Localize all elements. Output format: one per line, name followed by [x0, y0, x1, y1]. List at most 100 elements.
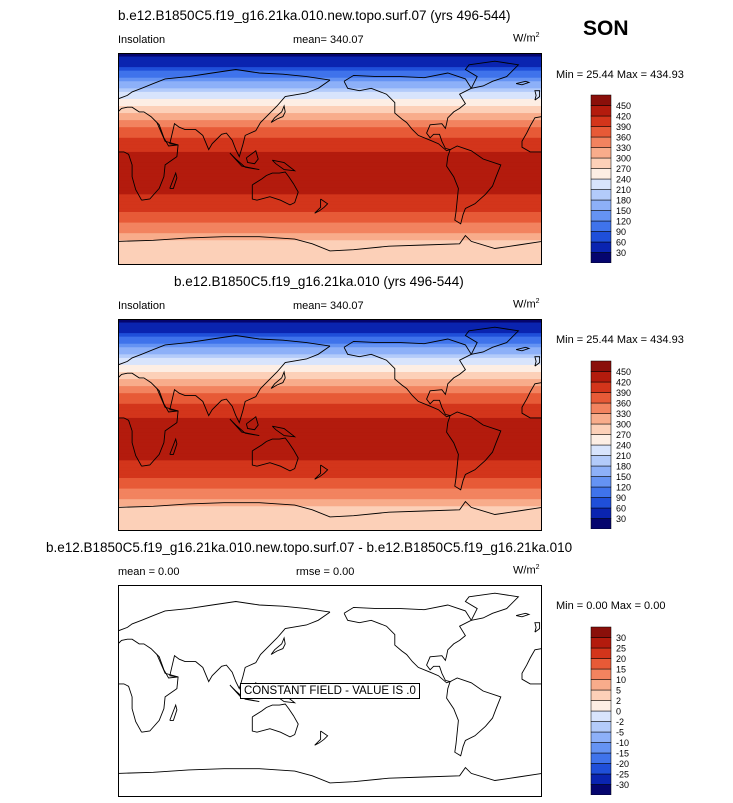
coastline: [141, 122, 179, 201]
insolation-band: [118, 212, 542, 217]
insolation-band: [118, 442, 542, 447]
colorbar-box: [590, 784, 612, 795]
insolation-band: [118, 109, 542, 114]
insolation-band: [118, 98, 542, 104]
insolation-band: [118, 478, 542, 483]
insolation-band: [118, 194, 542, 199]
colorbar-box: [590, 679, 612, 691]
coastline: [515, 612, 531, 618]
insolation-band: [118, 463, 542, 468]
coastline: [270, 370, 286, 389]
coastline: [251, 171, 299, 206]
insolation-band: [118, 492, 542, 497]
colorbar-tick-label: 270: [616, 164, 631, 174]
colorbar-box: [590, 658, 612, 670]
insolation-band: [118, 470, 542, 476]
colorbar-box: [590, 392, 612, 404]
coastline: [141, 388, 179, 467]
panel-2-left-label: Insolation: [118, 300, 166, 312]
colorbar-tick-label: 300: [616, 154, 631, 164]
insolation-band: [118, 421, 542, 426]
insolation-band: [118, 467, 542, 472]
insolation-band: [118, 243, 542, 248]
insolation-band: [118, 257, 542, 263]
insolation-band: [118, 247, 542, 252]
colorbar-box: [590, 252, 612, 263]
colorbar-box: [590, 507, 612, 519]
colorbar-box: [590, 444, 612, 456]
insolation-band: [118, 229, 542, 234]
colorbar-box: [590, 773, 612, 785]
coastline: [464, 592, 520, 621]
insolation-band: [118, 67, 542, 72]
insolation-band: [118, 222, 542, 227]
colorbar-box: [590, 178, 612, 190]
coastline: [464, 60, 520, 89]
panel-1-left-label: Insolation: [118, 34, 166, 46]
colorbar-box: [590, 105, 612, 117]
insolation-band: [118, 407, 542, 412]
insolation-band: [118, 432, 542, 437]
insolation-band: [118, 208, 542, 213]
insolation-band: [118, 326, 542, 331]
insolation-band: [118, 361, 542, 366]
coastline: [118, 500, 542, 518]
insolation-band: [118, 513, 542, 518]
insolation-band: [118, 372, 542, 377]
panel-3-units: W/m2: [513, 564, 540, 577]
colorbar-box: [590, 763, 612, 775]
insolation-band: [118, 204, 542, 210]
colorbar-tick-label: 390: [616, 122, 631, 132]
insolation-band: [118, 403, 542, 408]
insolation-band: [118, 201, 542, 206]
coastline: [446, 145, 502, 225]
insolation-band: [118, 84, 542, 89]
colorbar-tick-label: 5: [616, 686, 621, 696]
insolation-band: [118, 456, 542, 461]
map-frame: [118, 585, 542, 797]
insolation-band: [118, 520, 542, 525]
insolation-band: [118, 60, 542, 65]
insolation-band: [118, 127, 542, 132]
coastline: [515, 346, 531, 352]
insolation-band: [118, 261, 542, 265]
season-label: SON: [583, 17, 629, 40]
insolation-band: [118, 439, 542, 444]
coastline: [245, 150, 259, 165]
colorbar-tick-label: 240: [616, 175, 631, 185]
colorbar-tick-label: 330: [616, 143, 631, 153]
coastline: [118, 766, 542, 784]
coastline: [534, 356, 541, 367]
panel-2-title: b.e12.B1850C5.f19_g16.21ka.010 (yrs 496-…: [174, 274, 464, 289]
coastline: [118, 79, 331, 158]
colorbar-tick-label: 2: [616, 696, 621, 706]
insolation-band: [118, 166, 542, 171]
insolation-band: [118, 176, 542, 181]
insolation-band: [118, 236, 542, 241]
colorbar-tick-label: 210: [616, 185, 631, 195]
colorbar-tick-label: 10: [616, 675, 626, 685]
colorbar-tick-label: -15: [616, 749, 629, 759]
colorbar-box: [590, 742, 612, 754]
insolation-band: [118, 173, 542, 178]
insolation-band: [118, 485, 542, 490]
colorbar-tick-label: 120: [616, 483, 631, 493]
colorbar-box: [590, 668, 612, 680]
colorbar-box: [590, 710, 612, 722]
panel-3-mean-label: mean = 0.00: [118, 566, 180, 578]
colorbar-box: [590, 476, 612, 488]
insolation-band: [118, 333, 542, 338]
panel-1-colorbar: 3060901201501802102402703003303603904204…: [590, 94, 631, 263]
colorbar-tick-label: 420: [616, 112, 631, 122]
panel-3-title: b.e12.B1850C5.f19_g16.21ka.010.new.topo.…: [46, 540, 573, 555]
colorbar-tick-label: 15: [616, 665, 626, 675]
coastline: [446, 411, 502, 491]
panel-2-units: W/m2: [513, 298, 540, 311]
insolation-band: [118, 197, 542, 202]
insolation-band: [118, 417, 542, 423]
coastline: [229, 418, 260, 437]
insolation-band: [118, 319, 542, 324]
colorbar-tick-label: -25: [616, 770, 629, 780]
insolation-band: [118, 446, 542, 451]
insolation-band: [118, 81, 542, 86]
